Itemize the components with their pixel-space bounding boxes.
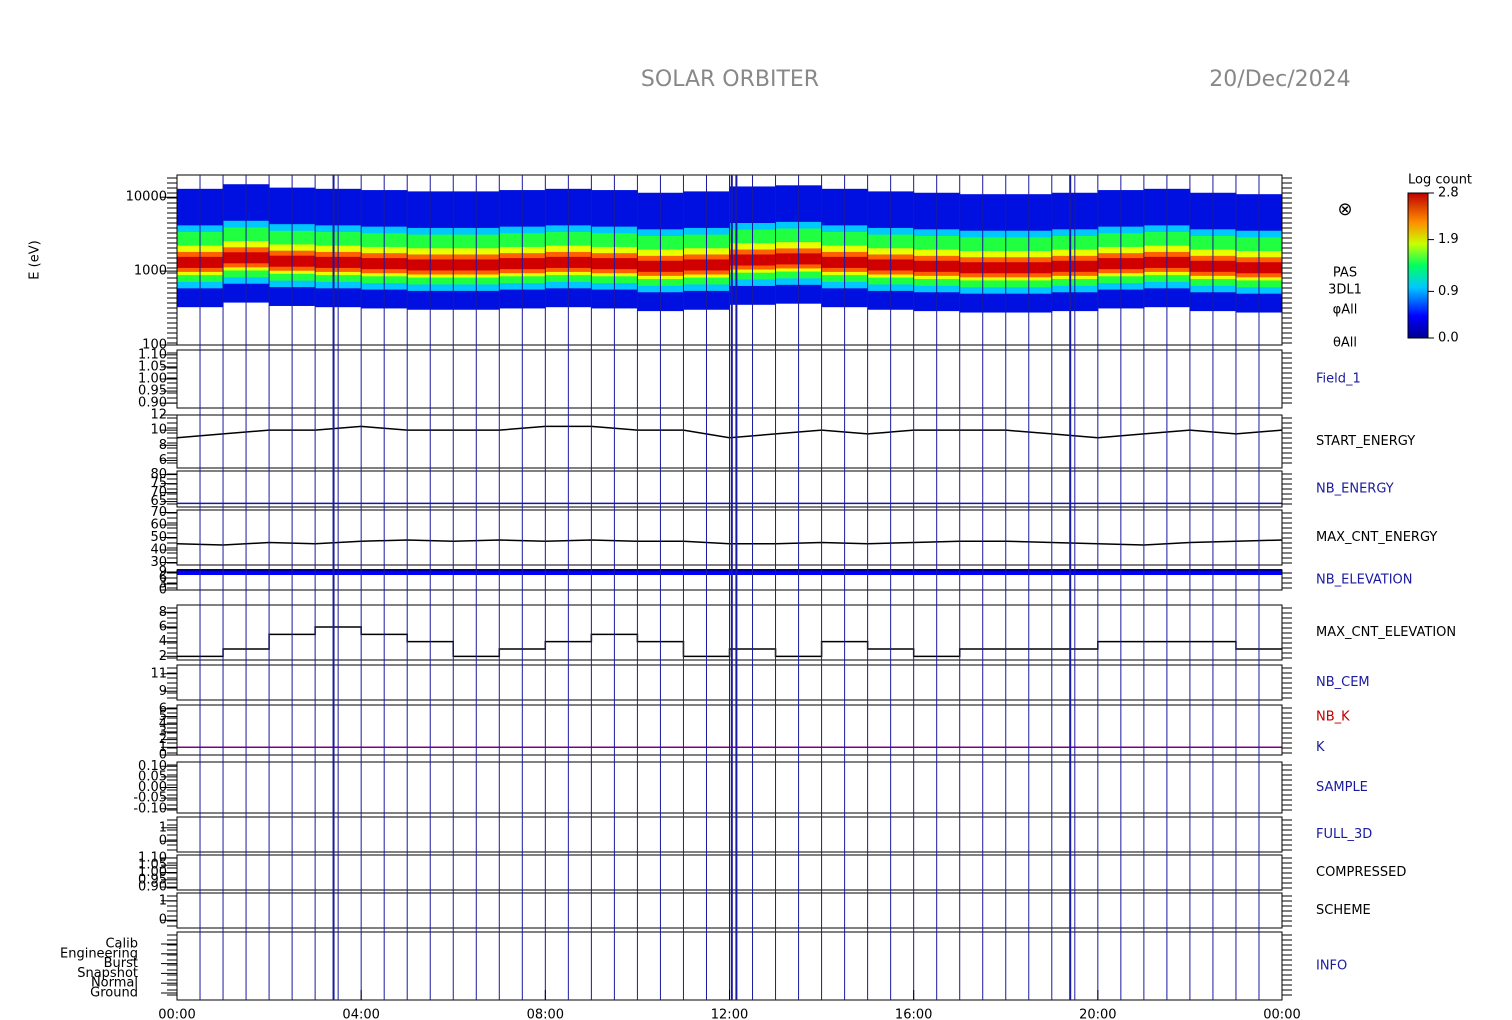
y-tick-label: -0.05 (133, 791, 167, 806)
y-tick-label: 100 (142, 338, 167, 353)
y-tick-label: 1.05 (138, 359, 167, 374)
y-tick-label: Calib (105, 937, 138, 952)
y-tick-label: 30 (150, 555, 167, 570)
panel-label: MAX_CNT_ENERGY (1316, 530, 1437, 545)
panel-label: MAX_CNT_ELEVATION (1316, 625, 1456, 640)
panel-label: SCHEME (1316, 903, 1371, 918)
panel-label: COMPRESSED (1316, 865, 1406, 880)
y-tick-label: 8 (159, 438, 167, 453)
y-tick-label: 1000 (134, 264, 167, 279)
panel-label: START_ENERGY (1316, 434, 1415, 449)
y-tick-label: 6 (159, 571, 167, 586)
y-tick-label: Burst (104, 956, 138, 971)
y-tick-label: 1.00 (138, 372, 167, 387)
y-tick-label: Ground (90, 986, 138, 1001)
y-tick-label: 0.95 (138, 384, 167, 399)
y-tick-label: 70 (150, 505, 167, 520)
x-tick-label: 20:00 (1079, 1008, 1116, 1020)
y-tick-label: 4 (159, 634, 167, 649)
y-tick-label: 65 (150, 494, 167, 509)
y-tick-label: 1.10 (138, 850, 167, 865)
x-tick-label: 12:00 (711, 1008, 748, 1020)
y-tick-label: -0.10 (133, 801, 167, 816)
panel-label: NB_ENERGY (1316, 482, 1394, 497)
colorbar (1407, 192, 1429, 339)
y-tick-label: 0.90 (138, 396, 167, 411)
date: 20/Dec/2024 (1209, 67, 1350, 92)
panel-label: FULL_3D (1316, 827, 1372, 842)
x-tick-label: 00:00 (158, 1008, 195, 1020)
x-tick-label: 08:00 (527, 1008, 564, 1020)
title: SOLAR ORBITER (641, 67, 819, 92)
y-tick-label: 8 (159, 605, 167, 620)
y-tick-label: 12 (150, 408, 167, 423)
y-tick-label: Engineering (60, 946, 138, 961)
y-tick-label: Normal (91, 976, 138, 991)
y-tick-label: 6 (159, 453, 167, 468)
y-tick-label: 3 (159, 724, 167, 739)
x-tick-label: 04:00 (342, 1008, 379, 1020)
y-tick-label: 1.10 (138, 347, 167, 362)
y-tick-label: 0.00 (138, 780, 167, 795)
panel-label: Field_1 (1316, 372, 1361, 387)
y-tick-label: 75 (150, 476, 167, 491)
panel-label: φAll (1333, 303, 1358, 318)
y-tick-label: 80 (150, 467, 167, 482)
colorbar-title: Log count (1408, 173, 1472, 188)
y-tick-label: 60 (150, 518, 167, 533)
y-tick-label: 0.10 (138, 759, 167, 774)
y-tick-label: 0.90 (138, 880, 167, 895)
panel-label: θAll (1333, 336, 1357, 351)
y-tick-label: 1 (159, 820, 167, 835)
panel-label: NB_CEM (1316, 675, 1370, 690)
panel-label: NB_ELEVATION (1316, 573, 1413, 588)
y-tick-label: 0 (159, 834, 167, 849)
colorbar-tick-label: 0.9 (1438, 284, 1459, 299)
y-tick-label: 1.05 (138, 858, 167, 873)
symbol: ⊗ (1337, 199, 1352, 220)
y-tick-label: 0.95 (138, 872, 167, 887)
series-label: K (1316, 740, 1325, 755)
y-tick-label: 70 (150, 485, 167, 500)
y-tick-label: 50 (150, 530, 167, 545)
colorbar-tick-label: 2.8 (1438, 186, 1459, 201)
y-tick-label: 11 (150, 666, 167, 681)
x-tick-label: 00:00 (1263, 1008, 1300, 1020)
y-tick-label: 5 (159, 709, 167, 724)
y-axis-label: E (eV) (28, 240, 43, 279)
panel-label: INFO (1316, 959, 1347, 974)
y-tick-label: 6 (159, 620, 167, 635)
y-tick-label: 1 (159, 893, 167, 908)
y-tick-label: 10 (150, 423, 167, 438)
y-tick-label: Snapshot (77, 966, 138, 981)
panel-label: 3DL1 (1328, 283, 1362, 298)
y-tick-label: 9 (159, 684, 167, 699)
y-tick-label: 3 (159, 577, 167, 592)
y-tick-label: 40 (150, 543, 167, 558)
y-tick-label: 2 (159, 649, 167, 664)
panel-label: PAS (1333, 266, 1357, 281)
colorbar-tick-label: 1.9 (1438, 232, 1459, 247)
panel-label: SAMPLE (1316, 780, 1368, 795)
y-tick-label: 0 (159, 748, 167, 763)
y-tick-label: 6 (159, 701, 167, 716)
y-tick-label: 2 (159, 732, 167, 747)
x-tick-label: 16:00 (895, 1008, 932, 1020)
y-tick-label: 0 (159, 913, 167, 928)
y-tick-label: 1.00 (138, 865, 167, 880)
y-tick-label: 10000 (126, 190, 167, 205)
y-tick-label: 9 (159, 565, 167, 580)
colorbar-tick-label: 0.0 (1438, 331, 1459, 346)
y-tick-label: 4 (159, 717, 167, 732)
y-tick-label: 1 (159, 740, 167, 755)
panel-label: NB_K (1316, 710, 1350, 725)
y-tick-label: 0.05 (138, 769, 167, 784)
y-tick-label: 0 (159, 583, 167, 598)
